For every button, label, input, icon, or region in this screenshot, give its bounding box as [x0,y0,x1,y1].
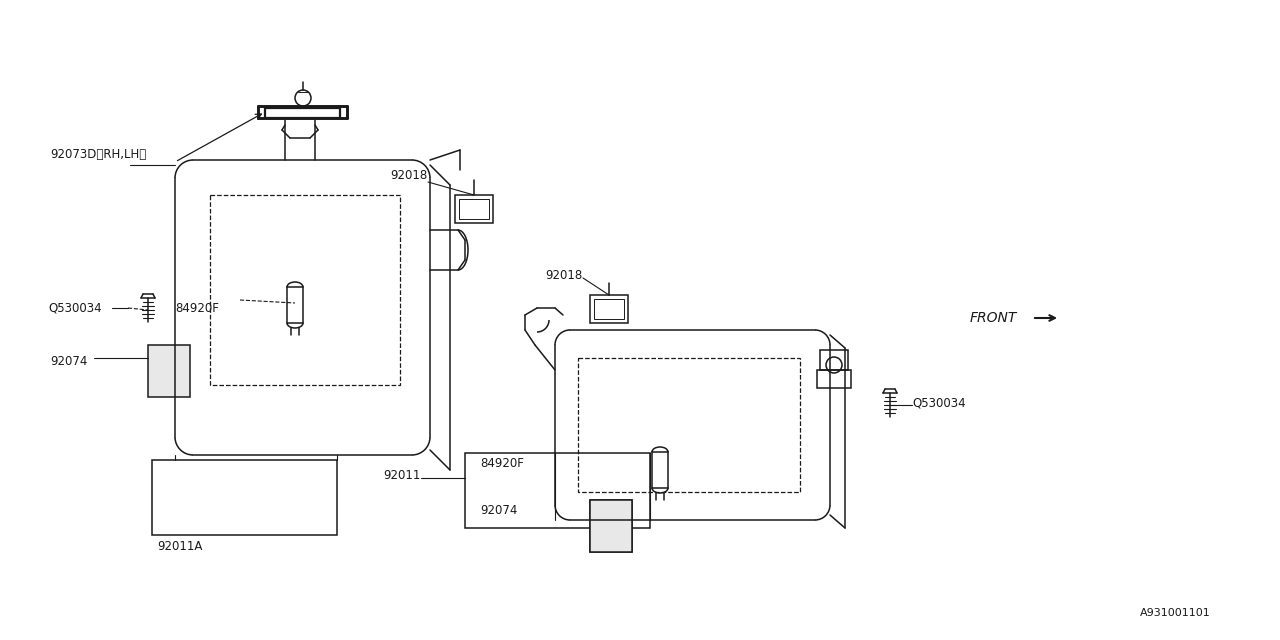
Text: A931001101: A931001101 [1140,608,1211,618]
Text: 92011: 92011 [383,468,420,481]
Text: Q530034: Q530034 [913,397,965,410]
Bar [152,460,337,535]
Text: 92018: 92018 [390,168,428,182]
Bar [465,453,650,528]
Text: Q530034: Q530034 [49,301,101,314]
Text: 84920F: 84920F [175,301,219,314]
Bar [590,295,628,323]
Text: FRONT: FRONT [970,311,1018,325]
Bar [820,350,849,370]
Bar [590,500,632,552]
Text: 92074: 92074 [50,355,87,368]
Bar [460,199,489,219]
Text: 92018: 92018 [545,269,582,282]
Bar [817,370,851,388]
Bar [590,500,632,552]
Text: 92074: 92074 [480,504,517,516]
Bar [454,195,493,223]
Text: 84920F: 84920F [480,456,524,470]
Bar [594,299,625,319]
Bar [148,345,189,397]
Text: 92011A: 92011A [157,540,202,553]
Text: 92073D〈RH,LH〉: 92073D〈RH,LH〉 [50,148,146,161]
